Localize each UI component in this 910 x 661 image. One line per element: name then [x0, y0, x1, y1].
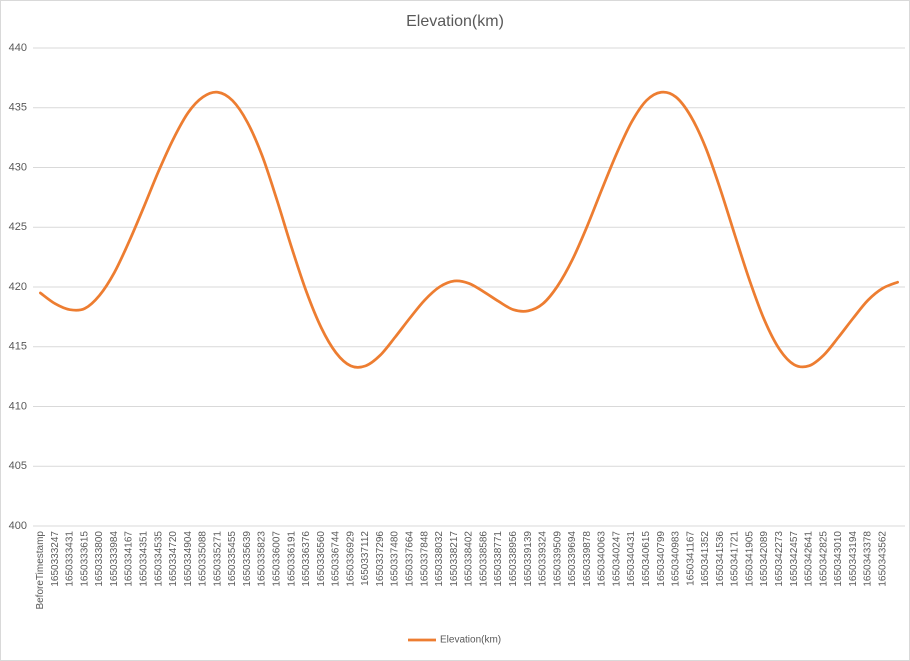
x-tick-label: 1650336744 [331, 531, 342, 587]
x-tick-label: 1650342089 [759, 531, 770, 587]
y-tick-label: 415 [9, 341, 27, 353]
x-tick-label: 1650340615 [641, 531, 652, 587]
y-tick-label: 440 [9, 42, 27, 54]
x-tick-label: 1650337480 [390, 531, 401, 587]
legend-label: Elevation(km) [440, 635, 501, 646]
x-tick-label: 1650341536 [715, 531, 726, 587]
x-tick-label: 1650336929 [345, 531, 356, 587]
x-tick-label: 1650334535 [153, 531, 164, 587]
x-tick-label: 1650340247 [611, 531, 622, 587]
x-tick-label: 1650334904 [183, 531, 194, 587]
x-tick-label: 1650342641 [804, 531, 815, 587]
y-tick-label: 430 [9, 161, 27, 173]
x-tick-label: 1650336007 [272, 531, 283, 587]
y-tick-label: 405 [9, 460, 27, 472]
x-tick-label: 1650340063 [597, 531, 608, 587]
x-tick-label: 1650336560 [316, 531, 327, 587]
x-tick-label: 1650341352 [700, 531, 711, 587]
x-tick-label: 1650343562 [877, 531, 888, 587]
x-tick-label: 1650334351 [138, 531, 149, 587]
x-tick-label: 1650342457 [789, 531, 800, 587]
x-tick-label: 1650337112 [360, 531, 371, 586]
x-tick-label: 1650334167 [124, 531, 135, 587]
x-tick-label: 1650335271 [212, 531, 223, 587]
x-tick-label: 1650341167 [685, 531, 696, 586]
x-tick-label: 1650338956 [508, 531, 519, 587]
x-tick-label: 1650335455 [227, 531, 238, 587]
x-tick-label: 1650339878 [582, 531, 593, 587]
x-tick-label: 1650337664 [405, 531, 416, 587]
x-tick-label: 1650333984 [109, 531, 120, 587]
x-tick-label: 1650343378 [863, 531, 874, 587]
x-tick-label: 1650333247 [50, 531, 61, 587]
x-tick-label: 1650338586 [478, 531, 489, 587]
x-tick-label: 1650339139 [523, 531, 534, 587]
x-tick-label: 1650336191 [286, 531, 297, 587]
x-tick-label: 1650341721 [730, 531, 741, 587]
x-tick-label: 1650333615 [79, 531, 90, 587]
x-tick-label: 1650335639 [242, 531, 253, 587]
y-tick-label: 410 [9, 400, 27, 412]
x-tick-label: 1650343194 [848, 531, 859, 587]
y-tick-label: 425 [9, 221, 27, 233]
x-tick-label: 1650338402 [464, 531, 475, 587]
x-tick-label: 1650339324 [538, 531, 549, 587]
x-tick-label: 1650340983 [671, 531, 682, 587]
x-tick-label: BeforeTimestamp [35, 531, 46, 610]
x-tick-label: 1650335088 [198, 531, 209, 587]
x-tick-label: 1650336376 [301, 531, 312, 587]
x-tick-label: 1650343010 [833, 531, 844, 587]
x-tick-label: 1650342825 [818, 531, 829, 587]
series-line [39, 90, 899, 369]
x-tick-label: 1650338771 [493, 531, 504, 587]
x-tick-label: 1650338032 [434, 531, 445, 587]
x-tick-label: 1650333431 [65, 531, 76, 587]
y-tick-label: 420 [9, 281, 27, 293]
x-tick-label: 1650335823 [257, 531, 268, 587]
x-tick-label: 1650340431 [626, 531, 637, 587]
chart-title: Elevation(km) [406, 13, 504, 30]
x-tick-label: 1650342273 [774, 531, 785, 587]
y-tick-label: 400 [9, 520, 27, 532]
x-tick-label: 1650341905 [744, 531, 755, 587]
x-tick-label: 1650337296 [375, 531, 386, 587]
x-tick-label: 1650333800 [94, 531, 105, 587]
x-tick-label: 1650340799 [656, 531, 667, 587]
x-tick-label: 1650337848 [419, 531, 430, 587]
x-tick-label: 1650339694 [567, 531, 578, 587]
x-tick-label: 1650334720 [168, 531, 179, 587]
x-tick-label: 1650339509 [552, 531, 563, 587]
x-tick-label: 1650338217 [449, 531, 460, 587]
y-tick-label: 435 [9, 102, 27, 114]
